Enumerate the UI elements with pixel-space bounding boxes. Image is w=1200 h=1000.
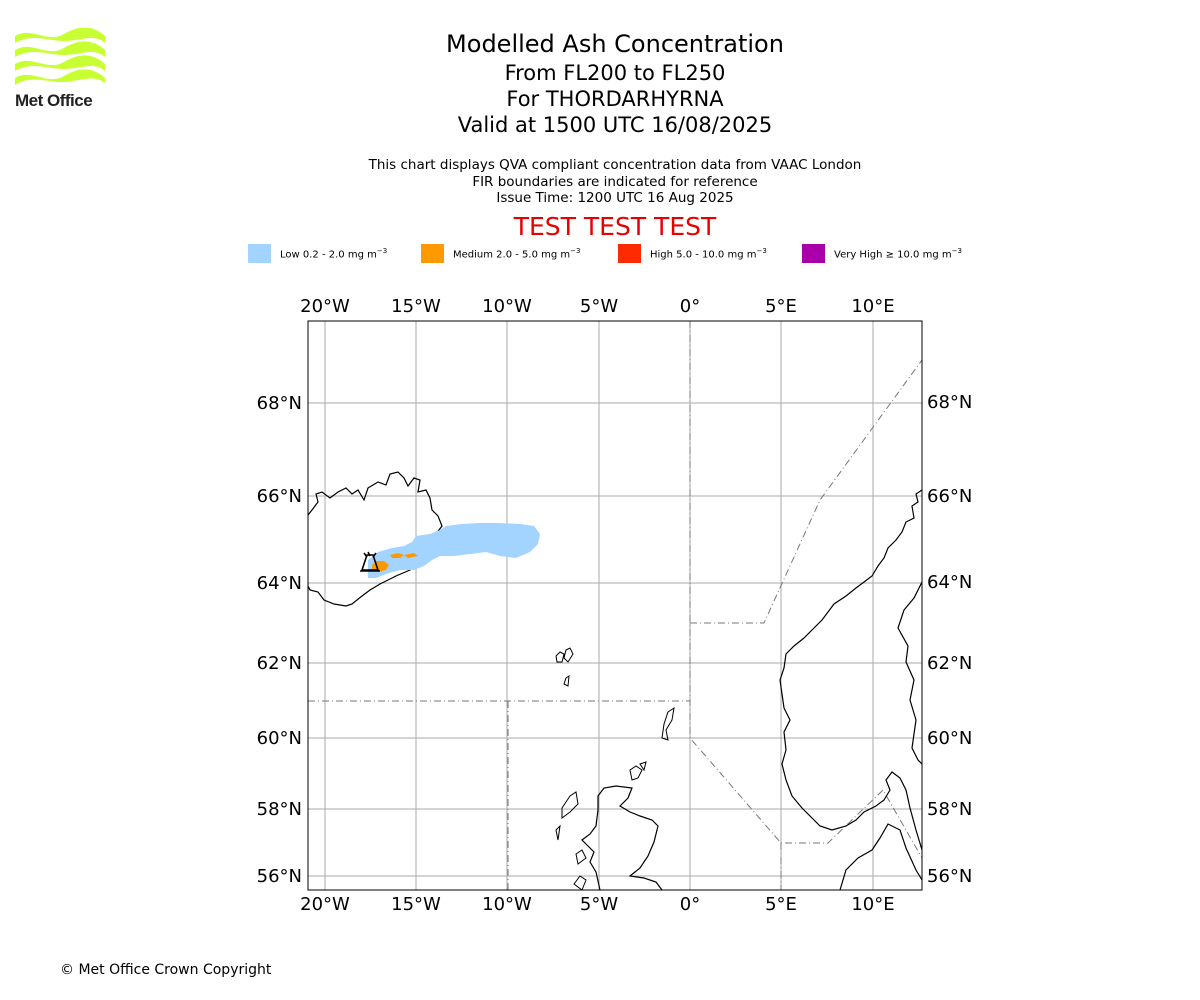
lat-label-right-60n: 60°N: [927, 728, 972, 749]
lat-label-right-68n: 68°N: [927, 392, 972, 413]
lon-label-top-0: 0°: [680, 296, 700, 317]
legend-label-very-high: Very High ≥ 10.0 mg m: [834, 249, 952, 261]
map-frame: [307, 320, 923, 891]
lon-label-bottom-15w: 15°W: [391, 894, 441, 915]
met-office-logo: [12, 27, 112, 114]
legend-swatch-very-high: [802, 244, 825, 263]
norway-coastline: [779, 489, 922, 851]
lat-label-right-66n: 66°N: [927, 486, 972, 507]
lon-label-top-5e: 5°E: [765, 296, 797, 317]
lat-label-left-62n: 62°N: [257, 653, 302, 674]
valid-time: Valid at 1500 UTC 16/08/2025: [457, 113, 773, 137]
volcano-name: For THORDARHYRNA: [506, 87, 724, 111]
fir-boundary-uk-norway: [689, 321, 922, 859]
test-banner: TEST TEST TEST: [513, 212, 717, 241]
lon-labels-top: 20°W 15°W 10°W 5°W 0° 5°E 10°E: [300, 296, 894, 317]
legend-label-medium: Medium 2.0 - 5.0 mg m: [453, 249, 571, 261]
lon-label-top-10w: 10°W: [482, 296, 532, 317]
lon-labels-bottom: 20°W 15°W 10°W 5°W 0° 5°E 10°E: [300, 894, 894, 915]
copyright-notice: © Met Office Crown Copyright: [60, 962, 272, 978]
legend-label-low: Low 0.2 - 2.0 mg m: [280, 249, 377, 261]
legend-swatch-low: [248, 244, 271, 263]
logo-text: Met Office: [15, 91, 93, 110]
lat-labels-left: 68°N 66°N 64°N 62°N 60°N 58°N 56°N: [257, 393, 302, 887]
lat-label-left-64n: 64°N: [257, 573, 302, 594]
lat-label-left-68n: 68°N: [257, 393, 302, 414]
title-block: Modelled Ash Concentration From FL200 to…: [0, 28, 1200, 138]
lon-label-bottom-5e: 5°E: [765, 894, 797, 915]
chart-title: Modelled Ash Concentration: [446, 30, 784, 58]
lon-label-bottom-0: 0°: [680, 894, 700, 915]
lat-label-right-64n: 64°N: [927, 572, 972, 593]
lon-label-bottom-10w: 10°W: [482, 894, 532, 915]
lat-labels-right: 68°N 66°N 64°N 62°N 60°N 58°N 56°N: [927, 392, 972, 887]
lon-label-top-5w: 5°W: [580, 296, 618, 317]
lon-label-top-10e: 10°E: [851, 296, 894, 317]
lon-label-top-15w: 15°W: [391, 296, 441, 317]
ash-area-low: [368, 523, 540, 578]
legend-label-high: High 5.0 - 10.0 mg m: [650, 249, 757, 261]
faroe-islands: [555, 647, 574, 687]
issue-time: Issue Time: 1200 UTC 16 Aug 2025: [496, 190, 734, 206]
lat-label-right-58n: 58°N: [927, 799, 972, 820]
legend-swatch-medium: [421, 244, 444, 263]
lon-label-bottom-10e: 10°E: [851, 894, 894, 915]
denmark-coast: [839, 823, 922, 890]
lat-label-left-56n: 56°N: [257, 866, 302, 887]
description-block: This chart displays QVA compliant concen…: [0, 157, 1200, 207]
lon-label-bottom-5w: 5°W: [580, 894, 618, 915]
lon-label-bottom-20w: 20°W: [300, 894, 350, 915]
lat-label-left-60n: 60°N: [257, 728, 302, 749]
description-line-2: FIR boundaries are indicated for referen…: [472, 173, 758, 190]
flight-levels: From FL200 to FL250: [504, 61, 726, 85]
lat-label-left-66n: 66°N: [257, 486, 302, 507]
fir-boundary-norway-north: [690, 359, 922, 624]
description-line-1: This chart displays QVA compliant concen…: [368, 157, 862, 173]
legend-swatch-high: [618, 244, 641, 263]
volcano-icon: [360, 551, 380, 572]
lat-label-right-56n: 56°N: [927, 866, 972, 887]
sweden-coast: [897, 581, 922, 765]
lat-label-left-58n: 58°N: [257, 799, 302, 820]
gridlines: [308, 321, 922, 890]
iceland-coastline: [308, 471, 443, 607]
orkney-islands: [629, 761, 647, 781]
lon-label-top-20w: 20°W: [300, 296, 350, 317]
scotland-coastline: [581, 785, 663, 890]
shetland-islands: [661, 706, 675, 741]
lat-label-right-62n: 62°N: [927, 653, 972, 674]
hebrides: [555, 791, 587, 890]
ash-area-medium: [372, 553, 418, 572]
fir-boundaries: [308, 321, 922, 890]
